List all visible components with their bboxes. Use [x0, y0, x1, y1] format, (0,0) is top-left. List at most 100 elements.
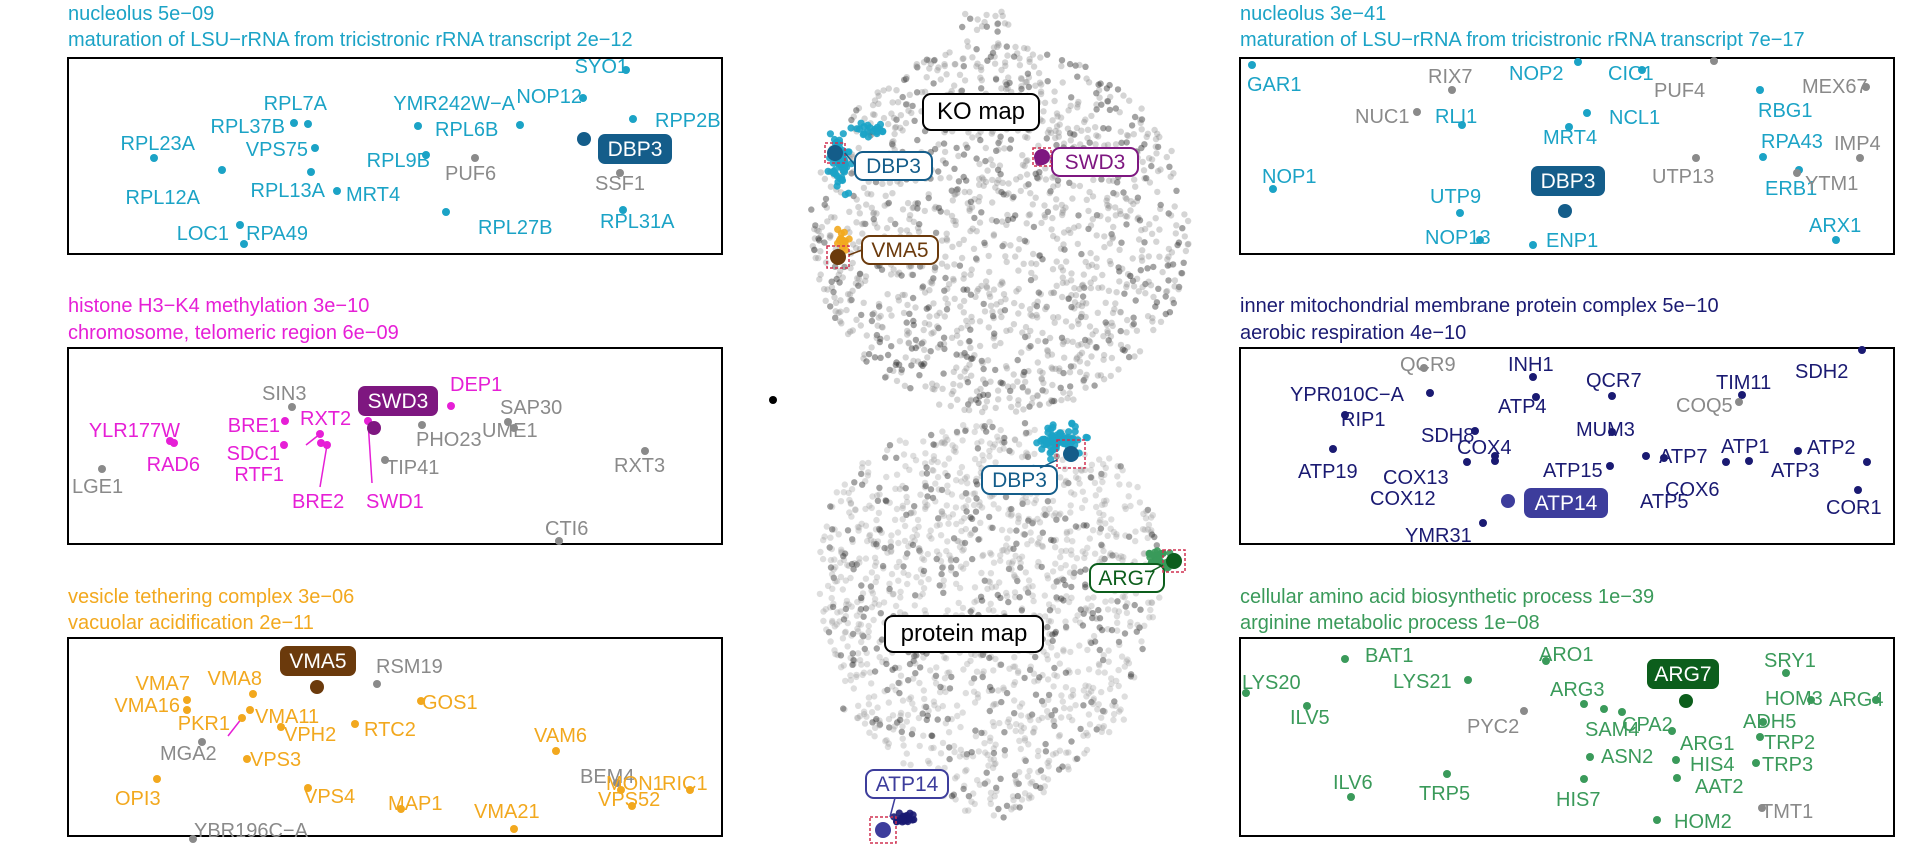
scatter-point — [1154, 130, 1161, 137]
scatter-point — [1102, 598, 1109, 605]
scatter-point — [860, 355, 867, 362]
scatter-point — [999, 280, 1006, 287]
scatter-point — [942, 51, 949, 59]
callout-dbp3-ko: DBP3 — [854, 151, 933, 181]
scatter-point — [873, 541, 880, 548]
scatter-point — [883, 334, 891, 342]
scatter-point — [1025, 344, 1033, 352]
scatter-point — [996, 446, 1003, 454]
scatter-point — [838, 549, 845, 557]
panel-header-line: nucleolus 5e−09 — [68, 3, 214, 25]
scatter-point — [1067, 648, 1074, 656]
scatter-point — [958, 87, 966, 94]
scatter-point — [968, 798, 975, 805]
scatter-point — [895, 539, 902, 547]
scatter-point — [981, 577, 988, 584]
scatter-point — [995, 505, 1002, 512]
scatter-point — [1152, 143, 1160, 150]
scatter-point — [991, 700, 998, 708]
scatter-point — [837, 573, 845, 581]
scatter-point — [1091, 550, 1099, 557]
gene-point — [98, 465, 106, 473]
scatter-point — [1052, 544, 1059, 551]
gene-label: DEP1 — [450, 374, 502, 396]
scatter-point — [1052, 127, 1059, 135]
scatter-point — [1114, 473, 1121, 480]
scatter-point — [1021, 420, 1029, 427]
scatter-point — [991, 761, 998, 768]
scatter-point — [1025, 577, 1033, 584]
highlight-badge — [1524, 488, 1608, 518]
scatter-point — [1173, 187, 1180, 194]
scatter-point — [902, 354, 909, 361]
gene-point — [1608, 392, 1616, 400]
scatter-point — [1036, 252, 1044, 259]
scatter-point — [828, 545, 835, 553]
scatter-point — [1082, 682, 1089, 689]
scatter-point — [873, 334, 880, 342]
scatter-point — [1029, 592, 1036, 599]
scatter-point — [1085, 683, 1092, 690]
scatter-point — [976, 342, 984, 350]
scatter-point — [823, 204, 830, 211]
scatter-point — [1060, 369, 1067, 377]
scatter-point — [953, 364, 960, 371]
scatter-point — [1049, 751, 1057, 758]
scatter-point — [1081, 750, 1088, 757]
gene-label: YLR177W — [89, 420, 180, 442]
gene-label: COQ5 — [1676, 395, 1733, 417]
scatter-point — [950, 791, 957, 798]
scatter-point — [1035, 768, 1042, 776]
scatter-point — [997, 298, 1004, 306]
scatter-point — [1021, 133, 1029, 140]
atp14-protein-marker — [875, 822, 891, 838]
gene-point — [281, 417, 289, 425]
scatter-point — [1123, 609, 1131, 617]
scatter-point — [939, 563, 947, 570]
scatter-point — [1050, 583, 1058, 590]
scatter-point — [1117, 128, 1125, 135]
scatter-point — [909, 294, 917, 302]
gene-label: LYS20 — [1242, 672, 1301, 694]
scatter-point — [868, 680, 875, 687]
scatter-point — [894, 99, 902, 106]
scatter-point — [811, 235, 819, 242]
scatter-point — [866, 531, 874, 539]
cluster-point — [847, 124, 855, 132]
gene-point — [686, 786, 694, 794]
scatter-point — [1066, 705, 1074, 712]
scatter-point — [860, 299, 867, 306]
scatter-point — [1074, 101, 1081, 108]
scatter-point — [958, 478, 965, 485]
scatter-point — [935, 141, 942, 148]
scatter-point — [1016, 55, 1023, 62]
gene-point — [1347, 793, 1355, 801]
scatter-point — [1008, 560, 1016, 567]
scatter-point — [856, 270, 864, 278]
scatter-point — [1149, 314, 1156, 322]
gene-label: PHO23 — [416, 429, 482, 451]
scatter-point — [1037, 767, 1045, 774]
scatter-point — [1059, 293, 1066, 301]
scatter-point — [1057, 553, 1064, 561]
scatter-point — [1098, 473, 1105, 480]
scatter-point — [910, 321, 917, 329]
gene-label: SAP30 — [500, 397, 562, 419]
gene-point — [1443, 770, 1451, 778]
scatter-point — [905, 329, 913, 336]
scatter-point — [897, 227, 904, 234]
callout-dbp3-protein-text: DBP3 — [992, 469, 1047, 492]
scatter-point — [1005, 21, 1012, 28]
scatter-point — [1060, 704, 1068, 712]
scatter-point — [1068, 738, 1075, 745]
scatter-point — [1029, 583, 1036, 590]
scatter-point — [1101, 708, 1108, 715]
scatter-point — [1096, 624, 1103, 631]
scatter-point — [920, 438, 927, 445]
scatter-point — [877, 354, 884, 361]
scatter-point — [940, 512, 948, 519]
scatter-point — [1062, 624, 1070, 632]
scatter-point — [930, 698, 938, 705]
gene-label: VPH2 — [284, 724, 336, 746]
gene-point — [552, 747, 560, 755]
